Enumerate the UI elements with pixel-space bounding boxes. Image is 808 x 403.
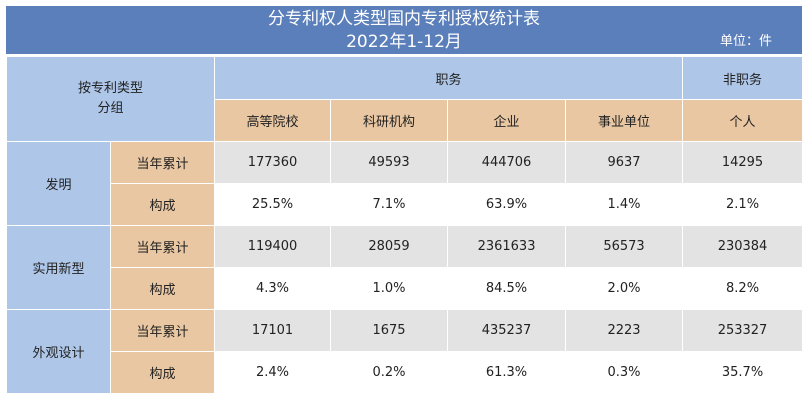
group-header: 按专利类型 分组 (5, 56, 216, 142)
table-cell: 61.3% (447, 351, 567, 394)
table-cell: 0.2% (330, 351, 449, 394)
table-cell: 25.5% (214, 183, 332, 226)
table-cell: 63.9% (447, 183, 567, 226)
unit-label: 单位：件 (719, 34, 772, 49)
column-header-enterprises: 企业 (447, 99, 567, 142)
table-row: 发明 当年累计 177360 49593 444706 9637 14295 (6, 141, 804, 226)
group-header-line1: 按专利类型 (78, 81, 144, 96)
table-cell: 84.5% (447, 267, 567, 310)
table-period: 2022年1-12月 (346, 32, 462, 52)
group-header-line2: 分组 (97, 101, 124, 116)
table-cell: 2.0% (565, 267, 684, 310)
row-label-share: 构成 (109, 351, 216, 394)
table-row: 构成 25.5% 7.1% 63.9% 1.4% 2.1% (7, 183, 804, 226)
table-cell: 49593 (330, 141, 449, 184)
title-bar: 分专利权人类型国内专利授权统计表 2022年1-12月 单位：件 (6, 6, 802, 54)
table-cell: 8.2% (682, 267, 804, 310)
table-cell: 0.3% (565, 351, 684, 394)
table-row: 构成 4.3% 1.0% 84.5% 2.0% 8.2% (7, 267, 804, 310)
table-title: 分专利权人类型国内专利授权统计表 (268, 9, 540, 29)
table-cell: 1.4% (565, 183, 684, 226)
row-label-cumulative: 当年累计 (109, 309, 216, 352)
table-cell: 4.3% (214, 267, 332, 310)
table-row: 构成 2.4% 0.2% 61.3% 0.3% 35.7% (7, 351, 804, 394)
row-label-cumulative: 当年累计 (109, 141, 216, 184)
table-cell: 2.1% (682, 183, 804, 226)
table-row: 外观设计 当年累计 17101 1675 435237 2223 253327 (6, 309, 804, 394)
column-header-universities: 高等院校 (214, 99, 332, 142)
row-label-cumulative: 当年累计 (109, 225, 216, 268)
table-cell: 1675 (330, 309, 449, 352)
table-cell: 2.4% (214, 351, 332, 394)
column-header-public-institutions: 事业单位 (565, 99, 684, 142)
table-cell: 2361633 (447, 225, 567, 268)
table-cell: 1.0% (330, 267, 449, 310)
row-label-share: 构成 (109, 183, 216, 226)
table-cell: 7.1% (330, 183, 449, 226)
non-service-header: 非职务 (682, 56, 804, 100)
table-row: 实用新型 当年累计 119400 28059 2361633 56573 230… (6, 225, 804, 310)
table-cell: 9637 (565, 141, 684, 184)
patent-statistics-table: 按专利类型 分组 职务 非职务 高等院校 科研机构 企业 事业单位 个人 发明 … (5, 56, 804, 394)
table-cell: 253327 (682, 309, 804, 352)
table-cell: 56573 (565, 225, 684, 268)
service-header: 职务 (214, 56, 684, 100)
table-cell: 177360 (214, 141, 332, 184)
table-cell: 230384 (682, 225, 804, 268)
table-cell: 35.7% (682, 351, 804, 394)
table-cell: 435237 (447, 309, 567, 352)
row-label-share: 构成 (109, 267, 216, 310)
patent-type-label: 外观设计 (6, 309, 111, 394)
table-cell: 444706 (447, 141, 567, 184)
table-cell: 119400 (214, 225, 332, 268)
table-cell: 17101 (214, 309, 332, 352)
table-cell: 28059 (330, 225, 449, 268)
patent-type-label: 发明 (6, 141, 111, 226)
table-cell: 14295 (682, 141, 804, 184)
column-header-individuals: 个人 (682, 99, 804, 142)
column-header-research-institutes: 科研机构 (330, 99, 449, 142)
table-cell: 2223 (565, 309, 684, 352)
patent-type-label: 实用新型 (6, 225, 111, 310)
